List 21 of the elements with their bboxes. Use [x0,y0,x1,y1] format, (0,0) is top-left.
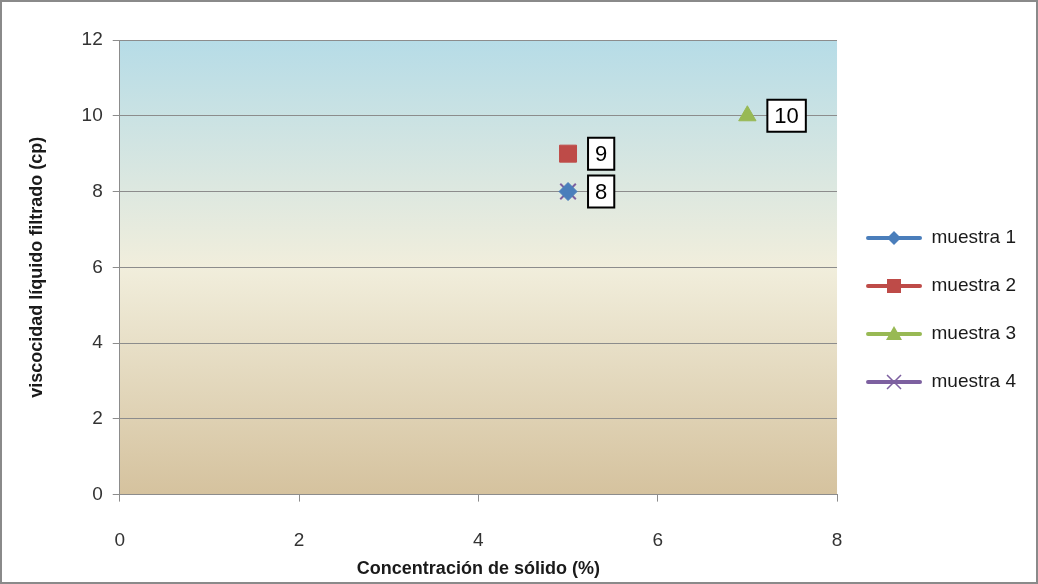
data-label: 9 [595,140,608,166]
x-tick-label: 0 [114,529,126,551]
y-tick-label: 4 [92,331,104,353]
y-tick-label: 0 [92,482,103,504]
y-axis-title: viscocidad líquido filtrado (cp) [25,136,46,398]
x-tick-label: 4 [473,529,485,551]
x-axis-title: Concentración de sólido (%) [356,558,600,579]
legend-label: muestra 1 [931,226,1016,248]
x-tick-label: 8 [831,529,843,551]
y-tick-label: 12 [81,28,103,50]
data-label: 10 [774,102,799,128]
y-tick-label: 8 [92,179,103,201]
y-tick-label: 6 [92,255,103,277]
legend-label: muestra 3 [931,322,1016,344]
data-label: 8 [595,178,608,204]
legend-label: muestra 2 [931,274,1016,296]
y-tick-label: 10 [81,104,103,125]
x-tick-label: 2 [293,529,305,551]
x-tick-label: 6 [652,529,663,551]
y-tick-label: 2 [92,407,103,429]
legend-label: muestra 4 [931,370,1017,392]
